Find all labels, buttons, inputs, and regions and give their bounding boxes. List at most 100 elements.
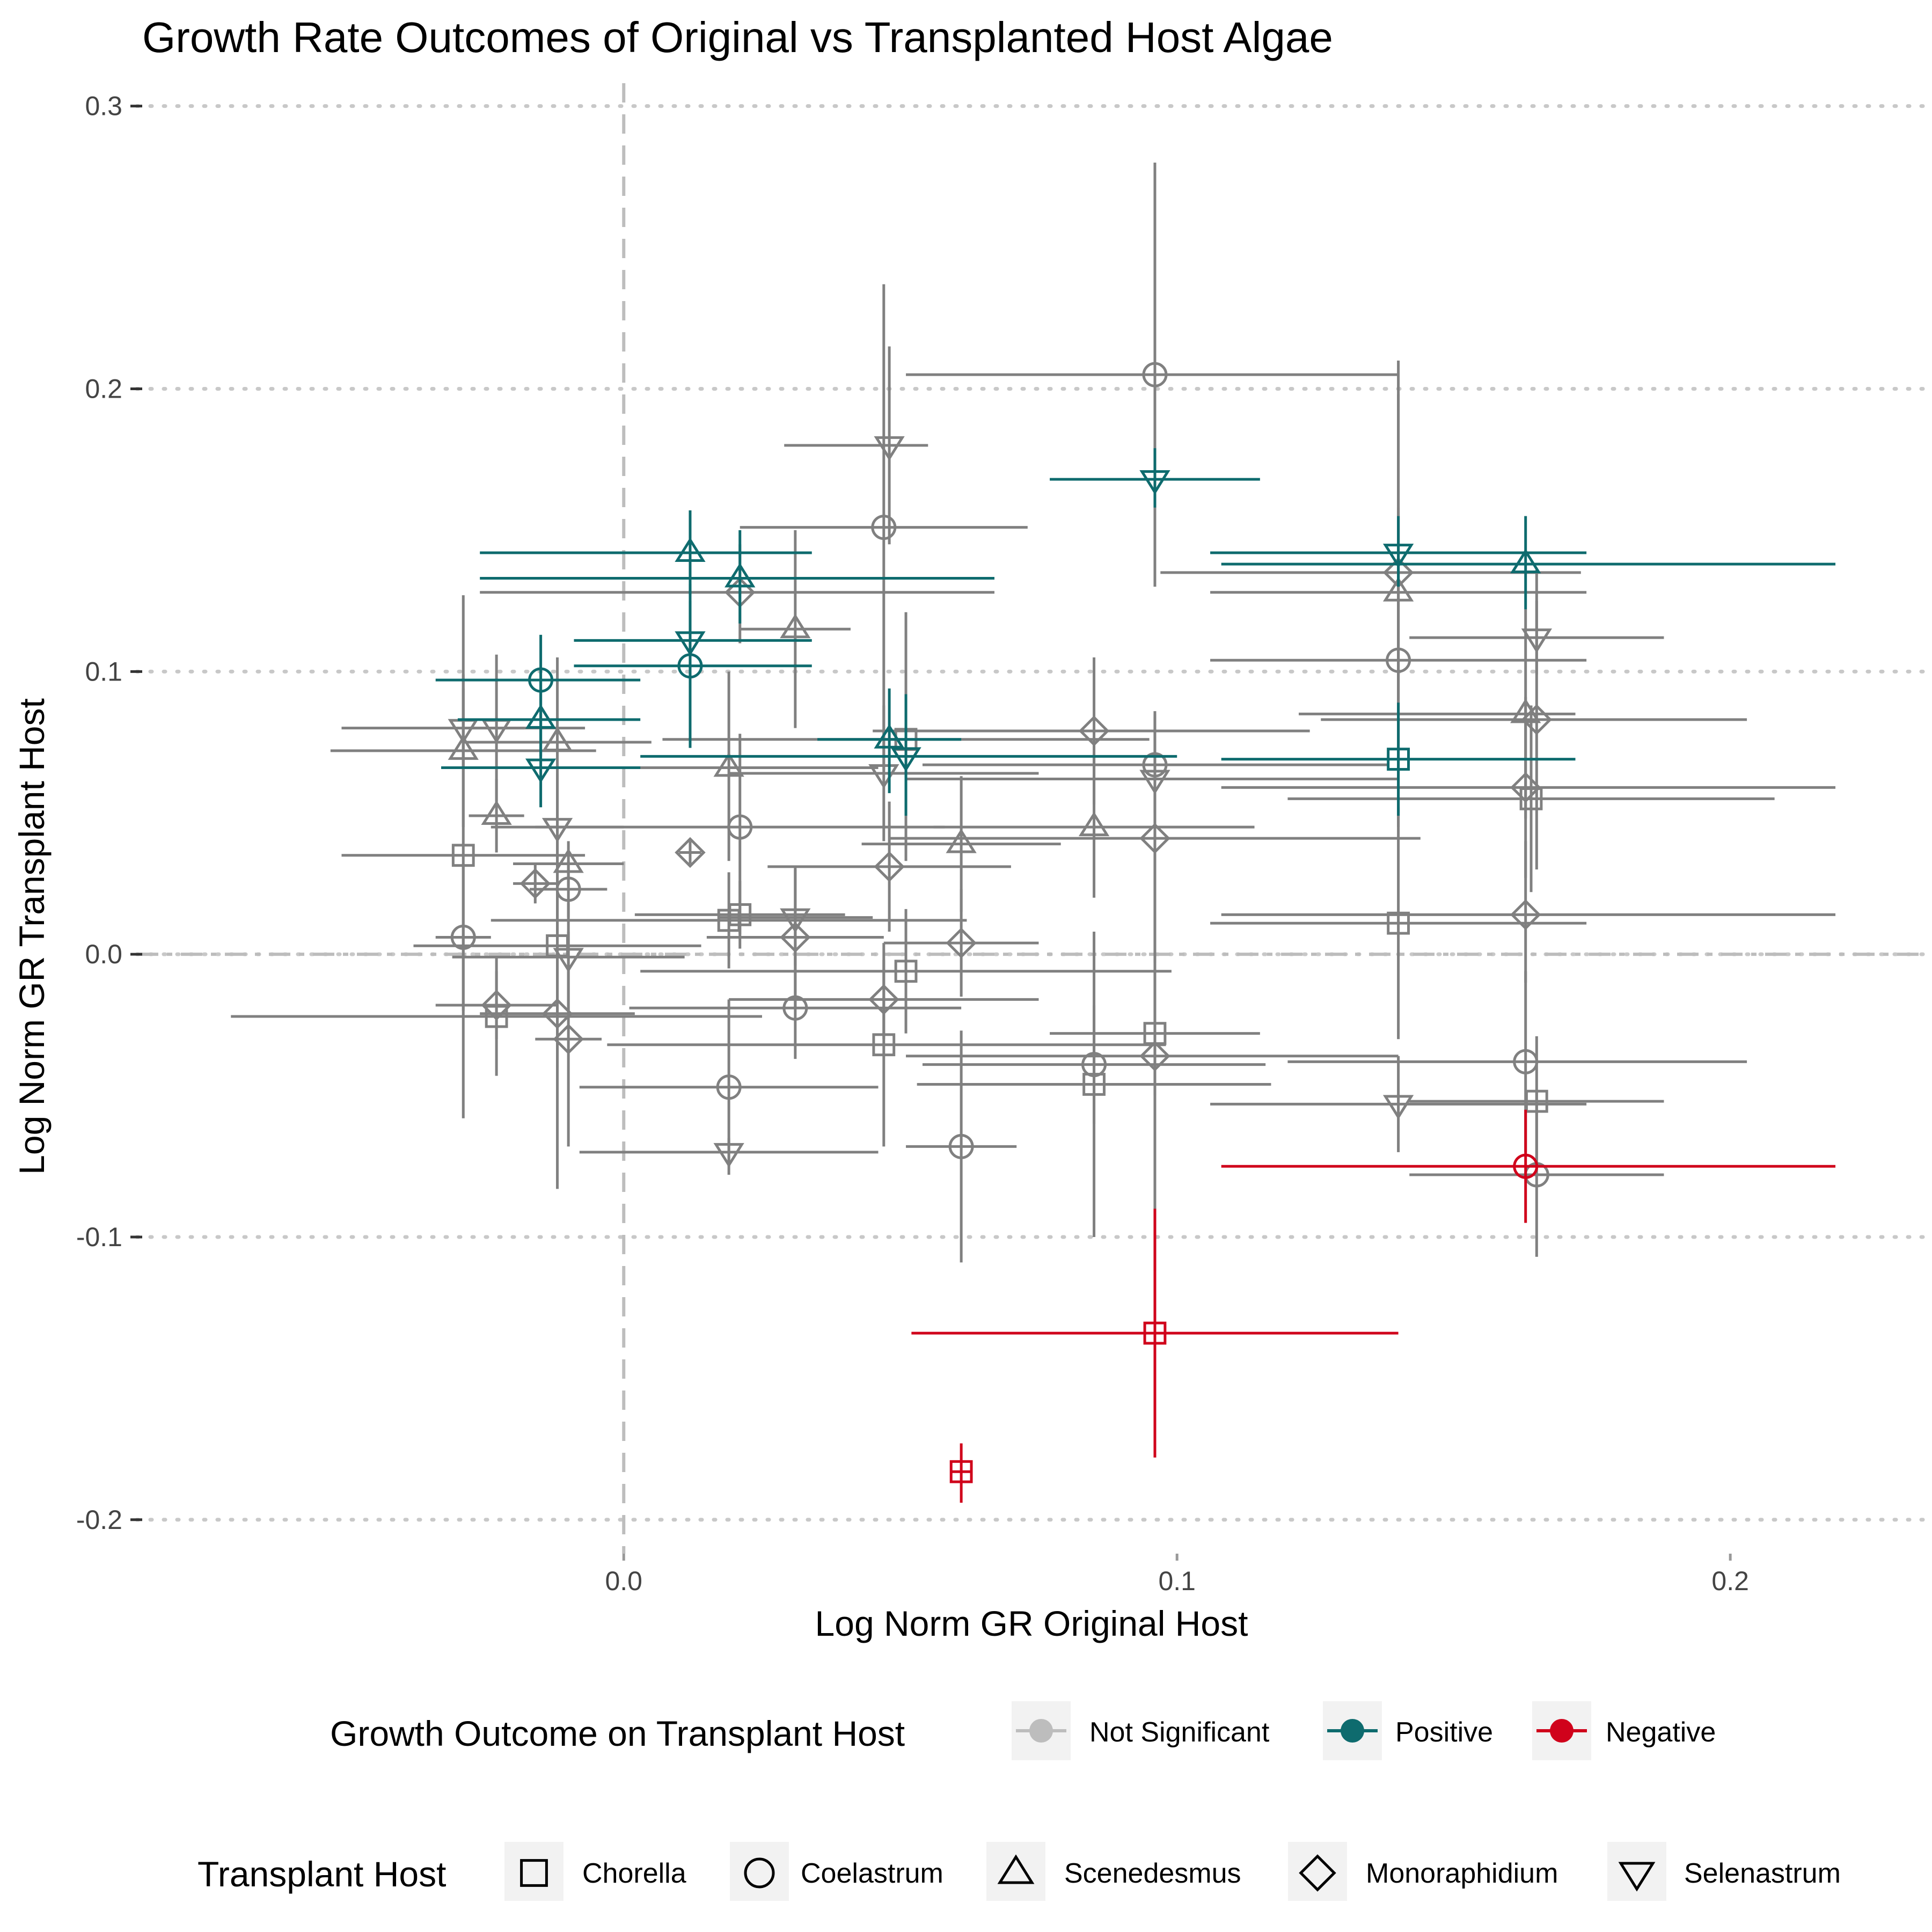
data-point [640, 694, 1177, 816]
diamond-icon [1299, 1854, 1336, 1892]
triangle-icon [997, 1854, 1035, 1884]
data-point [917, 931, 1271, 1237]
data-point [906, 1030, 1017, 1263]
data-point [469, 779, 524, 853]
point-marker [485, 1005, 508, 1028]
data-point [513, 863, 558, 904]
y-tick-label: 0.1 [85, 656, 122, 686]
point-marker [780, 613, 811, 639]
point-marker [946, 828, 977, 853]
legend-host-item: Scenedesmus [986, 1842, 1241, 1901]
point-marker [713, 1143, 744, 1168]
point-marker [525, 704, 557, 729]
data-point [607, 943, 1166, 1147]
x-axis-title: Log Norm GR Original Host [815, 1604, 1248, 1643]
circle-icon [744, 1857, 775, 1889]
y-tick-label: 0.3 [85, 91, 122, 121]
legend-host-label: Coelastrum [801, 1858, 943, 1889]
y-tick-label: -0.2 [76, 1505, 122, 1535]
legend-outcome: Growth Outcome on Transplant Host Not Sig… [330, 1701, 1716, 1760]
reference-lines [137, 83, 1924, 1554]
legend-outcome-item: Not Significant [1012, 1701, 1270, 1760]
legend-key-bg [1288, 1842, 1347, 1901]
point-marker [1521, 704, 1553, 735]
data-point [435, 863, 491, 1011]
data-point [480, 838, 635, 1189]
data-point [1221, 702, 1576, 816]
data-point [906, 163, 1399, 587]
triangle-down-icon [1618, 1862, 1656, 1892]
data-point [675, 837, 706, 868]
data-point [1287, 971, 1747, 1152]
data-point [1287, 705, 1775, 892]
legend-host-label: Selenastrum [1684, 1858, 1841, 1889]
data-point [740, 284, 1028, 771]
point-marker [1510, 772, 1541, 803]
legend-host-title: Transplant Host [197, 1854, 446, 1894]
data-point [491, 872, 967, 969]
point-marker [553, 1023, 584, 1055]
point-marker [949, 1460, 973, 1483]
data-point [1221, 1109, 1836, 1223]
point-marker [1143, 1321, 1167, 1345]
data-point [480, 544, 994, 643]
legend-key-bg [504, 1842, 564, 1901]
legend-host-label: Monoraphidium [1366, 1858, 1558, 1889]
legend-outcome-label: Positive [1395, 1717, 1493, 1748]
data-point [1210, 516, 1587, 587]
point-marker [948, 1133, 974, 1159]
data-point [535, 931, 602, 1147]
legend-outcome-item: Positive [1323, 1701, 1493, 1760]
data-point [883, 889, 1039, 997]
point-marker [1078, 811, 1110, 837]
point-marker [894, 960, 918, 983]
legend-outcome-title: Growth Outcome on Transplant Host [330, 1714, 905, 1753]
point-marker [541, 818, 573, 843]
legend-key-bg [730, 1842, 789, 1901]
data-point [480, 510, 812, 596]
point-marker [780, 921, 811, 953]
point-marker [1139, 1041, 1170, 1072]
data-point [574, 584, 812, 748]
data-point [817, 688, 962, 793]
data-point [1050, 448, 1260, 508]
point-marker [727, 814, 753, 840]
x-tick-label: 0.2 [1711, 1566, 1749, 1596]
data-point [1160, 394, 1581, 700]
legend-host-item: Monoraphidium [1288, 1842, 1558, 1901]
point-marker [782, 995, 808, 1021]
point-marker [1387, 748, 1410, 771]
point-marker [1082, 1073, 1106, 1096]
square-icon [520, 1859, 548, 1887]
data-point [480, 530, 994, 624]
data-point [1221, 841, 1836, 983]
legend-key-dot [1341, 1719, 1364, 1743]
y-axis-title: Log Norm GR Transplant Host [12, 698, 52, 1175]
point-marker [1510, 548, 1541, 574]
point-marker [675, 537, 706, 562]
point-marker [871, 515, 897, 540]
y-tick-label: -0.1 [76, 1222, 122, 1252]
point-marker [946, 927, 977, 958]
legend-outcome-label: Negative [1606, 1717, 1716, 1748]
point-marker [716, 1074, 742, 1100]
point-marker [541, 998, 573, 1029]
point-marker [1382, 544, 1414, 568]
point-marker [1519, 787, 1543, 810]
data-point [640, 909, 1172, 1034]
legend-host-label: Scenedesmus [1064, 1858, 1241, 1889]
point-marker [713, 752, 744, 777]
point-marker [717, 909, 741, 932]
y-tick-label: 0.0 [85, 939, 122, 969]
data-point [1210, 807, 1587, 1040]
data-point [740, 530, 851, 728]
data-point [873, 657, 1310, 804]
data-point [574, 601, 812, 680]
legend-host-item: Selenastrum [1607, 1842, 1841, 1901]
point-marker [519, 868, 551, 899]
y-tick-label: 0.2 [85, 374, 122, 404]
legend-key-dot [1029, 1719, 1053, 1743]
legend-transplant-host: Transplant Host Chorella Coelastrum Scenede… [197, 1842, 1841, 1901]
point-marker [890, 747, 921, 772]
point-marker [874, 851, 905, 882]
